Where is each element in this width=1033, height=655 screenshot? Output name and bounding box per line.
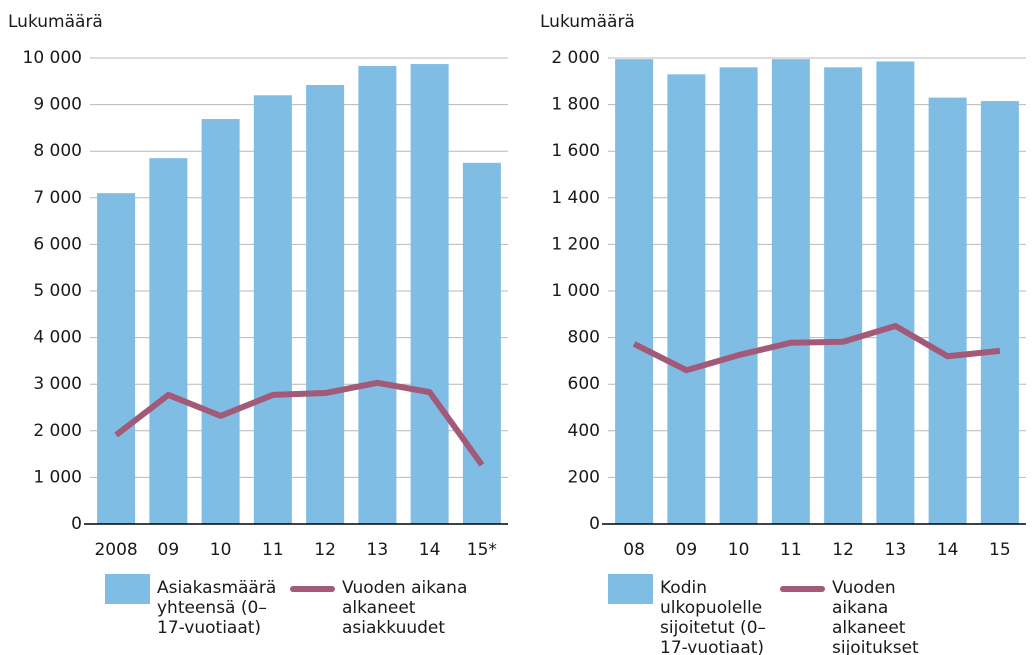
legend-swatch bbox=[608, 574, 653, 604]
y-tick-label: 1 400 bbox=[551, 188, 600, 208]
x-tick-label: 14 bbox=[419, 540, 441, 560]
bar bbox=[306, 85, 345, 524]
x-tick-label: 09 bbox=[676, 540, 698, 560]
y-axis-label: Lukumäärä bbox=[8, 12, 103, 32]
y-tick-label: 1 800 bbox=[551, 95, 600, 115]
bar bbox=[358, 65, 397, 524]
x-tick-label: 11 bbox=[262, 540, 284, 560]
x-tick-label: 13 bbox=[367, 540, 389, 560]
y-tick-label: 7 000 bbox=[33, 188, 82, 208]
y-tick-label: 4 000 bbox=[33, 328, 82, 348]
bar bbox=[876, 61, 915, 525]
y-axis-label: Lukumäärä bbox=[540, 12, 635, 32]
bar bbox=[824, 67, 863, 524]
x-tick-label: 11 bbox=[780, 540, 802, 560]
y-tick-label: 800 bbox=[568, 328, 600, 348]
y-tick-label: 0 bbox=[589, 514, 600, 534]
y-tick-label: 1 200 bbox=[551, 234, 600, 254]
bar bbox=[928, 97, 967, 525]
legend-label: Vuoden aikana alkaneet sijoitukset bbox=[832, 578, 919, 655]
y-tick-label: 1 000 bbox=[551, 281, 600, 301]
bar bbox=[410, 64, 449, 525]
bar bbox=[201, 119, 240, 525]
y-tick-label: 10 000 bbox=[23, 48, 82, 68]
y-tick-label: 3 000 bbox=[33, 374, 82, 394]
bar bbox=[97, 193, 136, 524]
bar bbox=[615, 59, 654, 524]
legend-label: Kodin ulkopuolelle sijoitetut (0–17-vuot… bbox=[660, 578, 767, 655]
legend-swatch bbox=[290, 586, 335, 592]
y-tick-label: 400 bbox=[568, 421, 600, 441]
y-tick-label: 8 000 bbox=[33, 141, 82, 161]
legend-label: Vuoden aikana alkaneet asiakkuudet bbox=[342, 578, 468, 638]
y-tick-label: 600 bbox=[568, 374, 600, 394]
x-tick-label: 08 bbox=[623, 540, 645, 560]
x-tick-label: 15* bbox=[467, 540, 497, 560]
line bbox=[114, 379, 485, 467]
bar bbox=[771, 59, 810, 524]
y-tick-label: 2 000 bbox=[551, 48, 600, 68]
x-tick-label: 13 bbox=[885, 540, 907, 560]
y-tick-label: 1 000 bbox=[33, 467, 82, 487]
x-tick-label: 10 bbox=[728, 540, 750, 560]
y-tick-label: 9 000 bbox=[33, 95, 82, 115]
x-tick-label: 2008 bbox=[94, 540, 137, 560]
bar bbox=[719, 67, 758, 524]
y-tick-label: 0 bbox=[71, 514, 82, 534]
bar bbox=[667, 74, 706, 524]
line bbox=[632, 322, 1001, 374]
x-tick-label: 09 bbox=[158, 540, 180, 560]
bar bbox=[253, 95, 292, 524]
x-tick-label: 12 bbox=[314, 540, 336, 560]
legend-swatch bbox=[780, 586, 825, 592]
x-tick-label: 10 bbox=[210, 540, 232, 560]
bar bbox=[149, 158, 188, 524]
x-tick-label: 14 bbox=[937, 540, 959, 560]
x-tick-label: 12 bbox=[832, 540, 854, 560]
legend-swatch bbox=[105, 574, 150, 604]
y-tick-label: 2 000 bbox=[33, 421, 82, 441]
y-tick-label: 6 000 bbox=[33, 234, 82, 254]
y-tick-label: 1 600 bbox=[551, 141, 600, 161]
legend-label: Asiakasmäärä yhteensä (0–17-vuotiaat) bbox=[157, 578, 277, 638]
y-tick-label: 5 000 bbox=[33, 281, 82, 301]
bar bbox=[462, 162, 501, 524]
x-tick-label: 15 bbox=[989, 540, 1011, 560]
y-tick-label: 200 bbox=[568, 467, 600, 487]
bar bbox=[980, 101, 1019, 524]
